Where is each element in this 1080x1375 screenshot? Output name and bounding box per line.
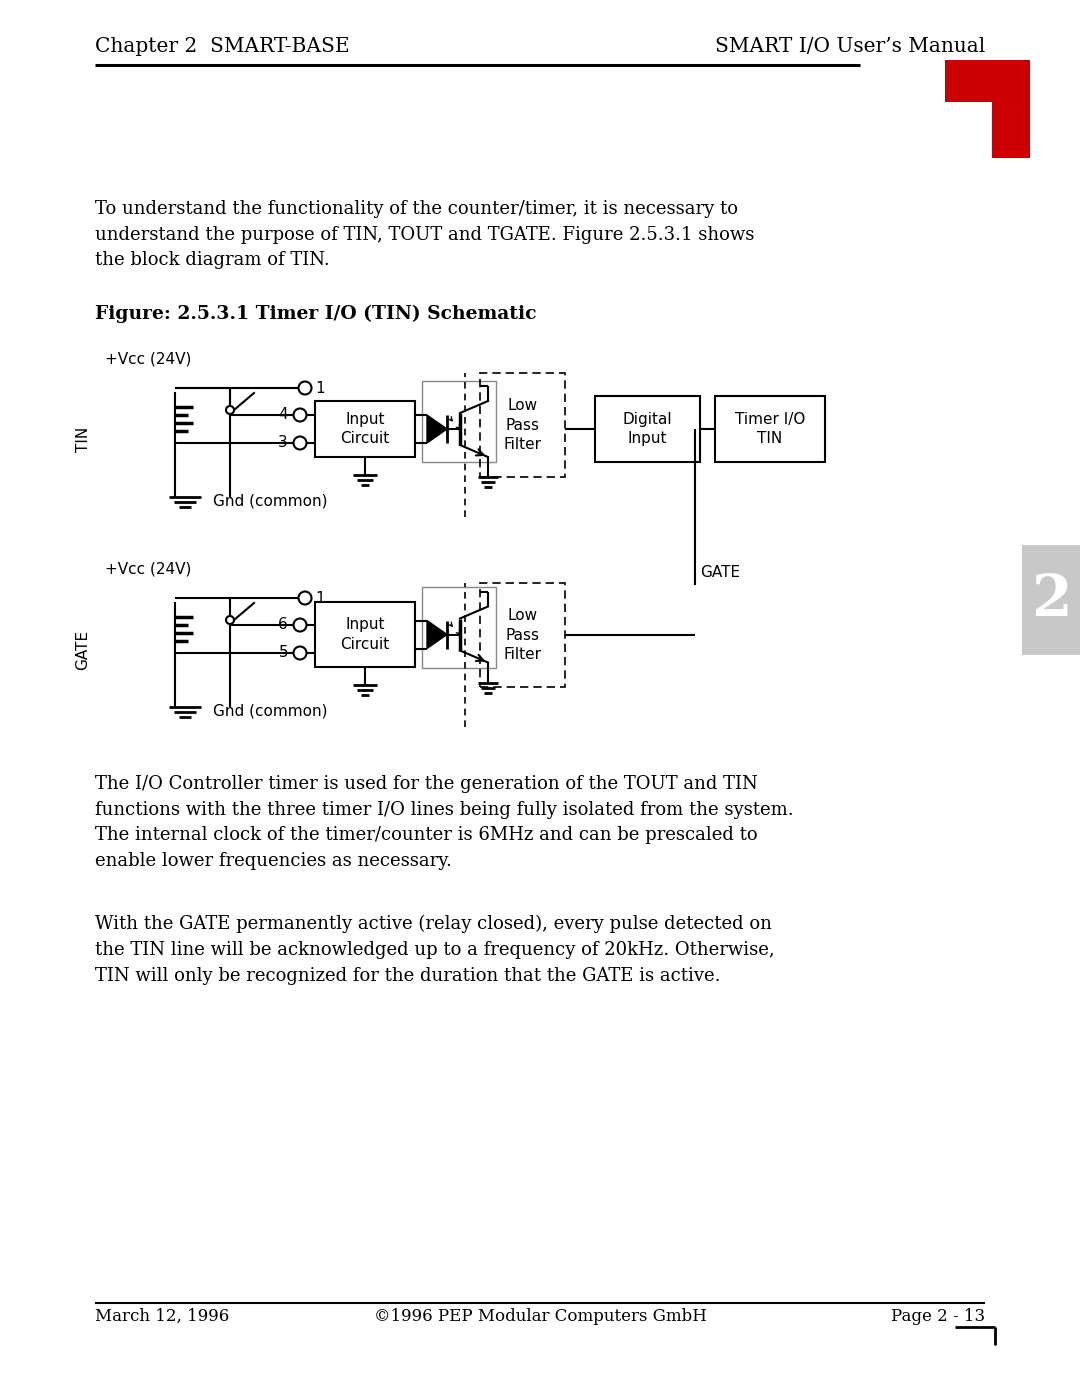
Text: Input
Circuit: Input Circuit — [340, 617, 390, 652]
Text: 3: 3 — [279, 434, 288, 450]
Text: SMART I/O User’s Manual: SMART I/O User’s Manual — [715, 37, 985, 56]
Text: With the GATE permanently active (relay closed), every pulse detected on
the TIN: With the GATE permanently active (relay … — [95, 914, 774, 984]
Text: 4: 4 — [279, 407, 288, 422]
Text: 1: 1 — [315, 381, 325, 396]
Circle shape — [294, 619, 307, 631]
Bar — [315, 402, 415, 457]
Text: 1: 1 — [315, 590, 325, 605]
Text: 6: 6 — [279, 616, 288, 631]
Bar — [315, 602, 415, 667]
Bar — [595, 396, 700, 462]
Text: Figure: 2.5.3.1 Timer I/O (TIN) Schematic: Figure: 2.5.3.1 Timer I/O (TIN) Schemati… — [95, 305, 537, 323]
Bar — [945, 60, 1030, 102]
Circle shape — [298, 381, 311, 395]
Text: +Vcc (24V): +Vcc (24V) — [105, 561, 191, 576]
Text: Digital
Input: Digital Input — [623, 411, 673, 447]
Bar — [480, 583, 565, 688]
Text: 2: 2 — [1030, 572, 1071, 628]
Text: Chapter 2  SMART-BASE: Chapter 2 SMART-BASE — [95, 37, 350, 56]
Bar — [1022, 544, 1080, 654]
Text: Low
Pass
Filter: Low Pass Filter — [503, 397, 541, 452]
Circle shape — [294, 436, 307, 450]
Text: Gnd (common): Gnd (common) — [213, 704, 327, 719]
Text: The I/O Controller timer is used for the generation of the TOUT and TIN
function: The I/O Controller timer is used for the… — [95, 775, 794, 870]
Polygon shape — [427, 415, 447, 443]
Bar — [422, 381, 496, 462]
Bar — [715, 396, 825, 462]
Text: Page 2 - 13: Page 2 - 13 — [891, 1308, 985, 1326]
Circle shape — [226, 406, 234, 414]
Bar — [993, 88, 1030, 158]
Text: Gnd (common): Gnd (common) — [213, 494, 327, 509]
Text: Low
Pass
Filter: Low Pass Filter — [503, 608, 541, 663]
Text: March 12, 1996: March 12, 1996 — [95, 1308, 229, 1326]
Polygon shape — [427, 620, 447, 649]
Text: TIN: TIN — [76, 426, 91, 452]
Circle shape — [226, 616, 234, 624]
Text: GATE: GATE — [700, 565, 740, 580]
Circle shape — [298, 591, 311, 605]
Bar — [480, 373, 565, 477]
Text: Timer I/O
TIN: Timer I/O TIN — [734, 411, 806, 447]
Text: +Vcc (24V): +Vcc (24V) — [105, 351, 191, 366]
Circle shape — [294, 646, 307, 660]
Text: Input
Circuit: Input Circuit — [340, 411, 390, 447]
Bar — [422, 587, 496, 667]
Text: To understand the functionality of the counter/timer, it is necessary to
underst: To understand the functionality of the c… — [95, 199, 754, 270]
Text: 5: 5 — [279, 645, 288, 660]
Text: GATE: GATE — [76, 630, 91, 670]
Circle shape — [294, 408, 307, 422]
Text: ©1996 PEP Modular Computers GmbH: ©1996 PEP Modular Computers GmbH — [374, 1308, 706, 1326]
